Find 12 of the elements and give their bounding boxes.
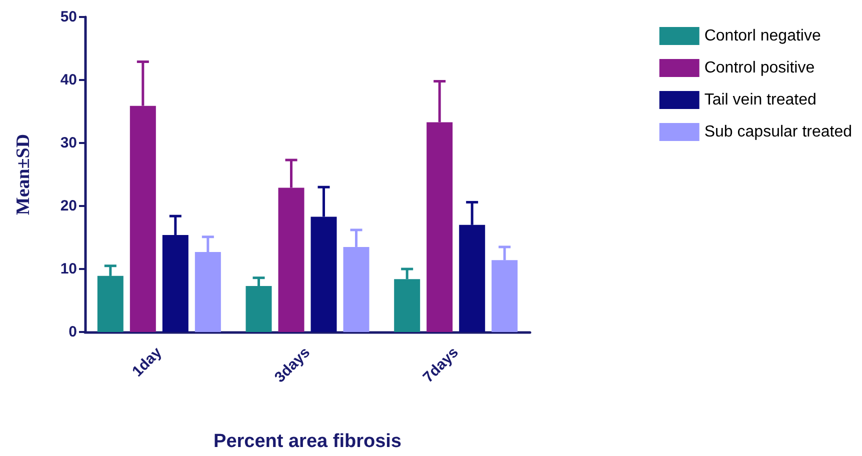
y-tick-label: 30 — [60, 134, 77, 152]
y-tick-label: 0 — [68, 324, 77, 340]
x-axis-title: Percent area fibrosis — [214, 431, 402, 452]
legend-label: Tail vein treated — [704, 92, 816, 108]
y-tick-label: 10 — [60, 260, 77, 278]
y-tick-label: 20 — [60, 198, 77, 214]
y-axis-title: Mean±SD — [13, 134, 34, 216]
y-tick-label: 50 — [60, 8, 77, 26]
legend-label: Contorl negative — [704, 28, 821, 44]
y-tick-label: 40 — [60, 72, 77, 88]
legend-label: Control positive — [704, 60, 815, 76]
legend-label: Sub capsular treated — [704, 124, 852, 140]
